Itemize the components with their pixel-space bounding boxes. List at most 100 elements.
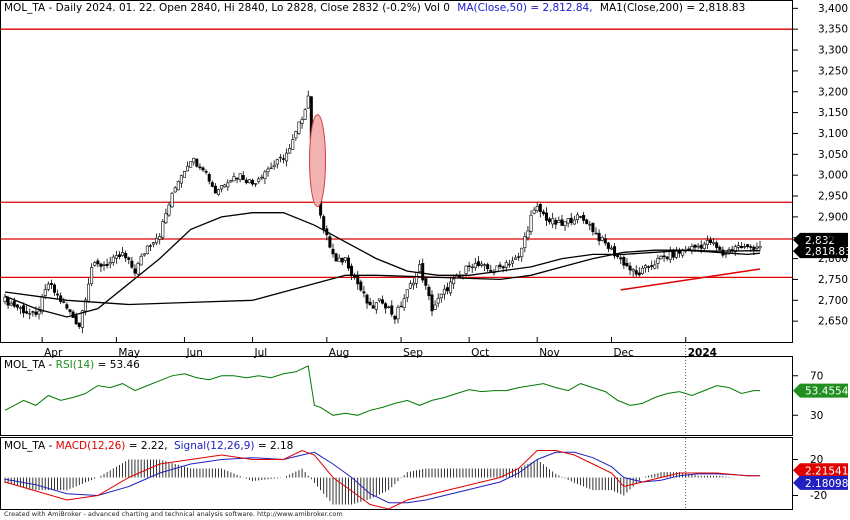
candle-body [31, 311, 35, 313]
candle-body [613, 246, 617, 257]
candle-body [22, 305, 26, 314]
candle-body [346, 257, 350, 269]
candle-body [693, 244, 697, 248]
rsi-title: MOL_TA - RSI(14) = 53.46 [4, 359, 140, 371]
candle-body [746, 244, 750, 247]
candle-body [520, 247, 524, 258]
candle-body [538, 204, 542, 212]
month-label: 2024 [688, 347, 717, 359]
candle-body [173, 187, 177, 193]
candle-body [724, 253, 728, 255]
candle-body [517, 256, 521, 258]
candle-body [554, 219, 558, 225]
candle-body [591, 222, 595, 233]
candle-body [705, 240, 709, 245]
candle-body [145, 245, 149, 255]
macd-title-prefix: MOL_TA - [4, 440, 56, 452]
price-candles [3, 90, 762, 334]
candle-body [127, 257, 131, 260]
candle-body [427, 286, 431, 297]
candle-body [99, 263, 103, 267]
candle-body [34, 311, 38, 315]
ma200-title: MA1(Close,200) = 2,818.83 [600, 2, 745, 14]
rsi-y-tick-label: 70 [810, 370, 823, 382]
candle-body [625, 262, 629, 267]
candle-body [582, 215, 586, 221]
candle-body [90, 267, 94, 285]
candle-body [117, 254, 121, 258]
candle-body [671, 250, 675, 258]
macd-line [4, 449, 760, 510]
candle-body [223, 184, 227, 188]
candle-body [334, 253, 338, 262]
candle-body [220, 185, 224, 190]
candle-body [87, 283, 91, 302]
candle-body [322, 216, 326, 230]
candle-body [204, 171, 208, 173]
candle-body [557, 220, 561, 223]
candle-body [718, 246, 722, 250]
macd-title-value: = 2.22, [129, 440, 168, 452]
candle-body [588, 224, 592, 226]
footer-credit: Created with AmiBroker - advanced charti… [4, 510, 343, 518]
candle-body [130, 260, 134, 268]
candle-body [235, 177, 239, 180]
candle-body [644, 265, 648, 269]
candle-body [563, 221, 567, 226]
price-mas [4, 212, 761, 318]
candle-body [167, 204, 171, 216]
macd-y-tick-label: -20 [810, 490, 827, 502]
candle-body [665, 256, 669, 259]
candle-body [424, 278, 428, 286]
candle-body [365, 294, 369, 304]
month-label: May [118, 347, 140, 359]
candle-body [186, 165, 190, 172]
candle-body [699, 244, 703, 249]
candle-body [176, 181, 180, 191]
candle-body [631, 269, 635, 272]
rsi-panel-frame [0, 356, 793, 436]
candle-body [62, 301, 66, 303]
rsi-series-name: RSI(14) [56, 359, 95, 371]
candle-body [260, 176, 264, 179]
candle-body [572, 219, 576, 225]
candle-body [164, 213, 168, 224]
candle-body [93, 262, 97, 266]
candle-body [551, 218, 555, 225]
macd-panel-frame [0, 437, 793, 510]
price-y-tick-label: 2,750 [818, 274, 848, 286]
candle-body [495, 265, 499, 272]
candle-body [77, 322, 81, 327]
candle-body [390, 305, 394, 315]
candle-body [139, 256, 143, 266]
candle-body [124, 253, 128, 259]
price-y-tick-label: 3,300 [818, 45, 848, 57]
ma200-line [4, 249, 761, 306]
month-label: Dec [613, 347, 634, 359]
candle-body [606, 242, 610, 249]
last-price-badge-text: 2,832 [805, 235, 835, 247]
candle-body [575, 214, 579, 221]
candle-body [121, 252, 125, 256]
ma50-title: MA(Close,50) = 2,812.84, [457, 2, 592, 14]
month-label: Jul [254, 347, 268, 359]
candle-body [510, 260, 514, 264]
candle-body [18, 307, 22, 309]
candle-body [195, 158, 199, 167]
candle-body [74, 315, 78, 325]
candle-body [696, 245, 700, 248]
candle-body [229, 180, 233, 183]
highlight-ellipse [309, 114, 327, 208]
price-y-tick-label: 3,150 [818, 107, 848, 119]
ma200-badge-text: 2,818.83 [805, 246, 850, 258]
candle-body [12, 300, 16, 307]
month-label: Oct [471, 347, 489, 359]
candle-body [548, 218, 552, 223]
candle-body [634, 270, 638, 275]
candle-body [507, 263, 511, 266]
candle-body [257, 178, 261, 182]
candle-body [640, 267, 644, 274]
candle-body [579, 216, 583, 218]
